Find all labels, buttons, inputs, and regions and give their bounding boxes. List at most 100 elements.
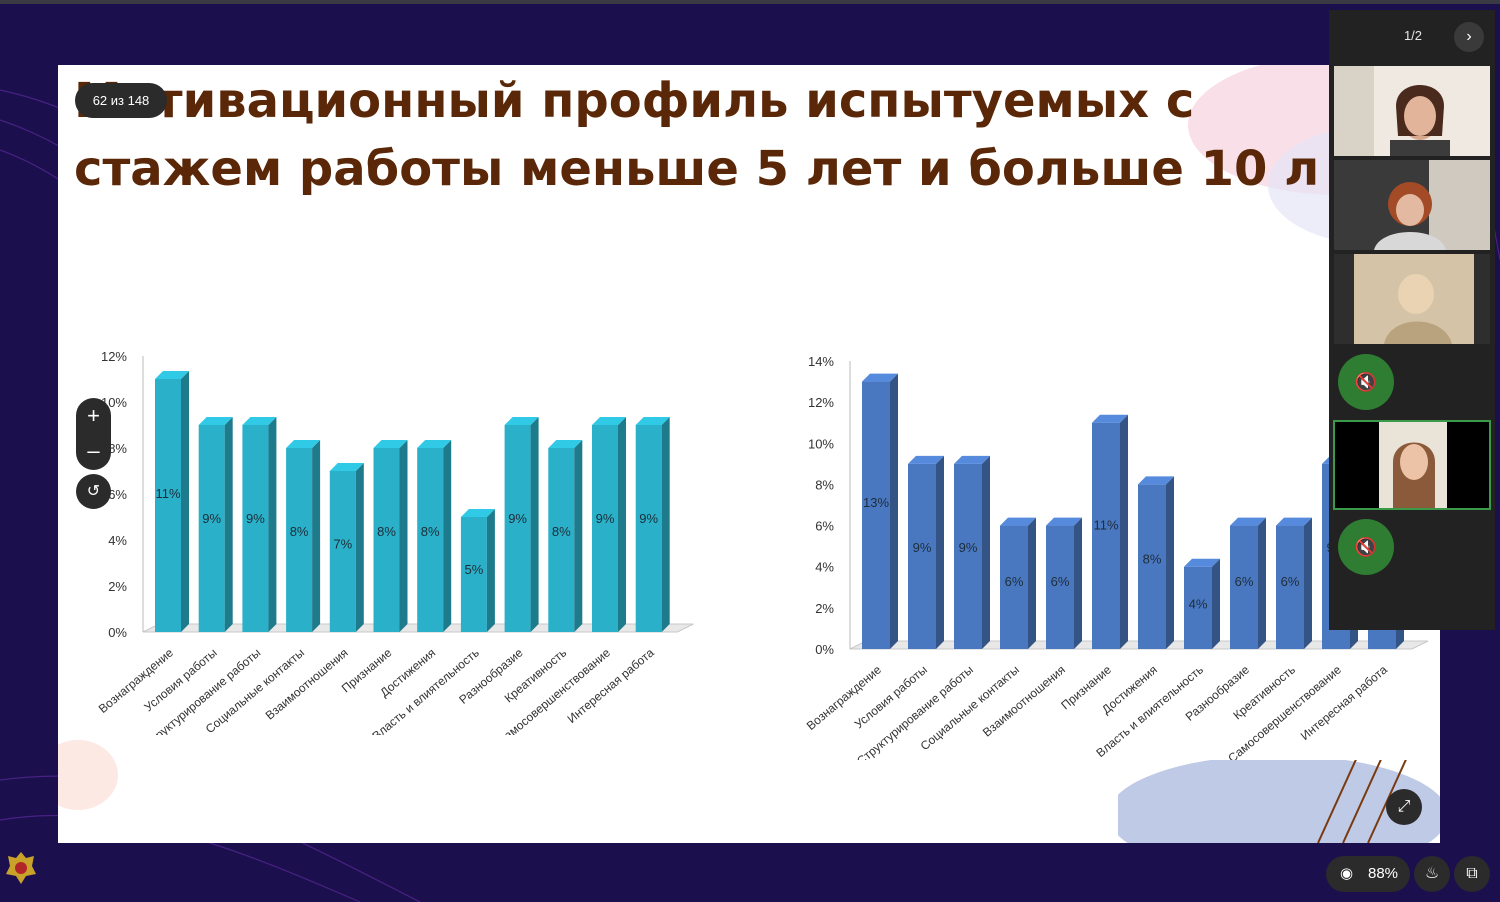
y-tick-label: 6%: [108, 487, 127, 502]
zoom-out-button[interactable]: –: [87, 438, 100, 463]
bar-data-label: 8%: [1143, 551, 1162, 566]
y-tick-label: 12%: [101, 349, 127, 364]
flame-icon: ♨: [1424, 865, 1440, 882]
y-tick-label: 8%: [815, 477, 834, 492]
mic-off-icon: 🔇: [1354, 537, 1378, 557]
y-tick-label: 8%: [108, 441, 127, 456]
chart-bar: [592, 417, 626, 632]
bar-chart-left: 0%2%4%6%8%10%12%11%Вознаграждение9%Услов…: [96, 349, 694, 735]
chart-bar: [635, 417, 670, 632]
next-page-button[interactable]: ›: [1454, 22, 1484, 52]
chart-bar: [504, 417, 539, 632]
bar-data-label: 8%: [377, 524, 396, 539]
fullscreen-button[interactable]: ⤢: [1386, 789, 1422, 825]
x-category-label: Интересная работа: [1298, 662, 1390, 743]
bar-data-label: 8%: [552, 524, 571, 539]
chart-bar: [548, 440, 583, 632]
chart-bar: [1184, 558, 1220, 649]
participant-video-active-speaker[interactable]: [1333, 420, 1491, 510]
y-tick-label: 4%: [108, 533, 127, 548]
chart-bar: [862, 373, 898, 649]
window-top-border: [0, 0, 1500, 4]
chevron-right-icon: ›: [1466, 28, 1472, 45]
bar-data-label: 9%: [246, 511, 265, 526]
bar-data-label: 6%: [1005, 574, 1024, 589]
muted-participant-avatar[interactable]: 🔇: [1338, 519, 1394, 575]
participant-video-image: [1334, 66, 1490, 156]
participant-video-image: [1334, 160, 1490, 250]
chart-bar: [329, 463, 364, 632]
bar-data-label: 6%: [1235, 574, 1254, 589]
viewers-indicator: ◉ 88%: [1326, 856, 1410, 892]
bar-data-label: 5%: [465, 562, 484, 577]
expand-icon: ⤢: [1397, 798, 1411, 815]
chart-bar: [1138, 476, 1174, 649]
reset-zoom-button[interactable]: ↺: [76, 474, 111, 509]
bar-data-label: 8%: [290, 524, 309, 539]
eye-icon: ◉: [1340, 865, 1354, 882]
y-tick-label: 14%: [808, 354, 834, 369]
participant-video-image: [1334, 254, 1490, 344]
y-tick-label: 12%: [808, 395, 834, 410]
bar-data-label: 9%: [959, 540, 978, 555]
chart-bar: [1230, 517, 1266, 649]
chart-bar: [198, 417, 233, 632]
chart-bar: [1276, 517, 1312, 649]
chart-bar: [155, 371, 189, 632]
bar-data-label: 9%: [508, 511, 527, 526]
slide-page-counter: 62 из 148: [75, 83, 167, 118]
reactions-button[interactable]: ♨: [1414, 856, 1450, 892]
zoom-controls: + –: [76, 398, 111, 470]
bar-data-label: 6%: [1051, 574, 1070, 589]
viewers-percentage: 88%: [1368, 865, 1399, 882]
slide-title: Мотивационный профиль испытуемых с стаже…: [74, 73, 1320, 197]
participants-page-indicator: 1/2: [1403, 28, 1423, 43]
bar-data-label: 13%: [863, 495, 889, 510]
emblem-logo: [6, 852, 36, 884]
zoom-in-button[interactable]: +: [87, 403, 100, 428]
participant-video-1[interactable]: [1334, 66, 1490, 156]
chart-left-panel: 0% 2% 4% 6% 8% 10% 12% 11% Вознаграждение 9% Услов…: [58, 250, 718, 735]
picture-in-picture-button[interactable]: ⧉: [1454, 856, 1490, 892]
bar-data-label: 11%: [1093, 518, 1118, 533]
y-tick-label: 2%: [815, 601, 834, 616]
muted-participant-avatar[interactable]: 🔇: [1338, 354, 1394, 410]
x-category-label: Взаимоотношения: [980, 663, 1068, 740]
y-tick-label: 6%: [815, 519, 834, 534]
chart-bar: [908, 455, 944, 649]
bar-data-label: 6%: [1281, 574, 1300, 589]
chart-bar: [954, 455, 990, 649]
mic-off-icon: 🔇: [1354, 372, 1378, 392]
participant-video-2[interactable]: [1334, 160, 1490, 250]
paint-decoration-left: [58, 740, 118, 810]
participant-video-image: [1335, 422, 1489, 508]
y-tick-label: 4%: [815, 560, 834, 575]
picture-in-picture-icon: ⧉: [1466, 865, 1478, 882]
participant-video-3[interactable]: [1334, 254, 1490, 344]
bar-data-label: 9%: [639, 511, 658, 526]
chart-bar: [1000, 517, 1036, 649]
presentation-slide: Мотивационный профиль испытуемых с стаже…: [58, 65, 1440, 843]
chart-bar: [373, 440, 408, 632]
participants-pager: 1/2 ›: [1329, 22, 1495, 52]
y-tick-label: 0%: [815, 642, 834, 657]
bar-data-label: 9%: [202, 511, 221, 526]
bar-data-label: 7%: [333, 536, 352, 551]
chart-bar: [460, 509, 495, 632]
y-tick-label: 2%: [108, 579, 127, 594]
chart-bar: [417, 440, 452, 632]
y-tick-label: 10%: [808, 436, 834, 451]
chart-bar: [286, 440, 321, 632]
x-category-label: Вознаграждение: [96, 645, 176, 716]
participants-panel: 1/2 › 🔇: [1329, 10, 1495, 630]
bar-data-label: 9%: [596, 511, 615, 526]
chart-bar: [1092, 414, 1128, 649]
reset-icon: ↺: [86, 483, 101, 500]
chart-bar: [242, 417, 277, 632]
bar-data-label: 11%: [155, 486, 180, 501]
bar-data-label: 4%: [1189, 597, 1208, 612]
y-tick-label: 0%: [108, 625, 127, 640]
bar-data-label: 9%: [913, 540, 932, 555]
chart-bar: [1046, 517, 1082, 649]
bar-data-label: 8%: [421, 524, 440, 539]
